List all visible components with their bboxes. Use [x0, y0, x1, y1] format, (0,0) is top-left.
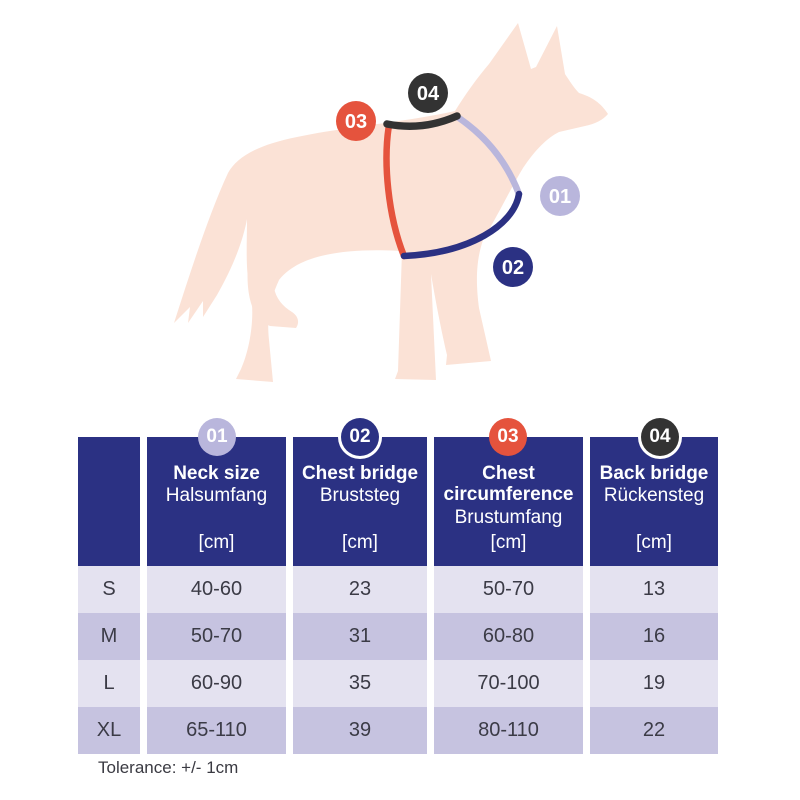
column-title: Chest bridge	[301, 463, 419, 484]
cell-back-bridge: 13	[590, 566, 718, 613]
column-badge-03: 03	[489, 418, 527, 456]
cell-back-bridge: 19	[590, 660, 718, 707]
column-header-neck-size: Neck size Halsumfang [cm]	[147, 437, 286, 566]
cell-chest-bridge: 39	[293, 707, 427, 754]
dog-illustration: 03 04 01 02	[174, 23, 608, 382]
column-unit: [cm]	[342, 532, 378, 553]
figure-badge-01: 01	[540, 176, 580, 216]
cell-chest-bridge: 23	[293, 566, 427, 613]
figure-badge-03: 03	[336, 101, 376, 141]
column-subtitle: Bruststeg	[319, 485, 401, 507]
cell-chest-circumference: 50-70	[434, 566, 583, 613]
cell-back-bridge: 16	[590, 613, 718, 660]
column-title: Back bridge	[599, 463, 709, 484]
chest-bridge-strap	[400, 190, 523, 260]
column-badge-04: 04	[641, 418, 679, 456]
figure-badge-01-label: 01	[549, 186, 571, 208]
column-unit: [cm]	[198, 532, 235, 553]
cell-neck-size: 65-110	[147, 707, 286, 754]
figure-badge-02: 02	[493, 247, 533, 287]
column-badge-02: 02	[341, 418, 379, 456]
column-unit: [cm]	[636, 532, 672, 553]
figure-badge-04-label: 04	[417, 83, 440, 105]
column-header-back-bridge: Back bridge Rückensteg [cm]	[590, 437, 718, 566]
chest-circumference-strap	[383, 121, 408, 260]
tolerance-note: Tolerance: +/- 1cm	[98, 758, 239, 777]
cell-chest-circumference: 70-100	[434, 660, 583, 707]
column-header-chest-bridge: Chest bridge Bruststeg [cm]	[293, 437, 427, 566]
column-badge-01: 01	[198, 418, 236, 456]
column-header-chest-circumference: Chest circumference Brustumfang [cm]	[434, 437, 583, 566]
neck-strap	[455, 114, 523, 198]
cell-chest-bridge: 35	[293, 660, 427, 707]
back-bridge-strap	[383, 112, 461, 130]
row-size-label: M	[78, 613, 140, 660]
row-size-label: XL	[78, 707, 140, 754]
cell-chest-bridge: 31	[293, 613, 427, 660]
row-size-label: S	[78, 566, 140, 613]
cell-chest-circumference: 60-80	[434, 613, 583, 660]
row-size-label: L	[78, 660, 140, 707]
column-subtitle: Halsumfang	[165, 485, 268, 507]
figure-badge-03-label: 03	[345, 111, 367, 133]
size-table: 01 02 03 04 Neck size Halsumfang [cm] Ch…	[78, 418, 718, 754]
dog-harness-diagram: 03 04 01 02	[140, 10, 620, 410]
cell-chest-circumference: 80-110	[434, 707, 583, 754]
cell-neck-size: 40-60	[147, 566, 286, 613]
column-subtitle: Rückensteg	[603, 485, 705, 507]
cell-neck-size: 50-70	[147, 613, 286, 660]
column-title: Chest circumference	[443, 463, 574, 506]
corner-header-cell	[78, 437, 140, 566]
figure-badge-02-label: 02	[502, 257, 524, 279]
column-title: Neck size	[173, 463, 260, 484]
figure-badge-04: 04	[408, 73, 448, 113]
column-unit: [cm]	[490, 532, 527, 553]
column-subtitle: Brustumfang	[454, 506, 563, 528]
cell-back-bridge: 22	[590, 707, 718, 754]
cell-neck-size: 60-90	[147, 660, 286, 707]
